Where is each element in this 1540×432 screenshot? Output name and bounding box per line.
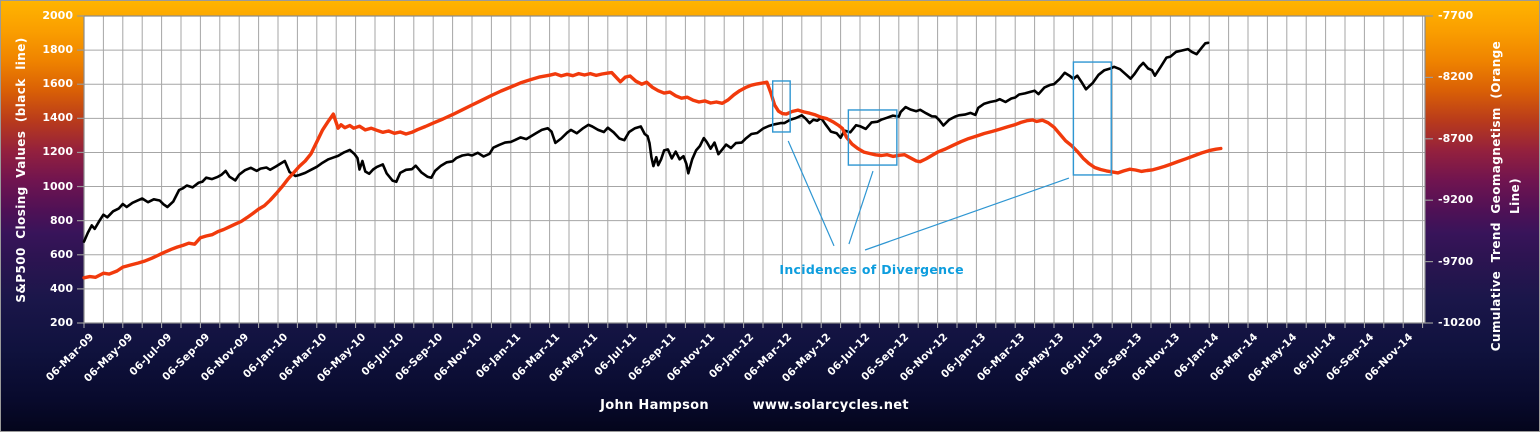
right-axis-tick-label: -10200 <box>1438 316 1481 329</box>
footer-site: www.solarcycles.net <box>752 398 909 413</box>
right-axis-tick-label: -8200 <box>1438 70 1474 84</box>
left-axis-tick-label: 2000 <box>42 9 73 22</box>
right-axis-title: Cumulative Trend Geomagnetism (Orange Li… <box>1487 1 1525 416</box>
right-axis-tick-label: -7700 <box>1438 9 1474 22</box>
left-axis-tick-label: 1000 <box>42 179 73 193</box>
right-axis-tick-label: -8700 <box>1438 131 1474 145</box>
divergence-callout-line <box>848 170 874 245</box>
left-axis-tick-label: 1400 <box>42 111 73 125</box>
sp500-line <box>82 41 1210 243</box>
divergence-rect <box>847 109 898 166</box>
left-axis-tick-label: 200 <box>50 316 73 329</box>
plot-area <box>84 16 1425 323</box>
plot-border <box>83 15 1426 324</box>
left-axis-tick-label: 1200 <box>42 145 73 159</box>
geomagnetism-line <box>82 70 1223 280</box>
left-axis-tick-label: 1600 <box>42 77 73 91</box>
left-axis-tick-label: 800 <box>50 213 73 227</box>
divergence-rect <box>1072 61 1112 176</box>
left-axis-tick-label: 400 <box>50 281 73 295</box>
divergence-rect <box>772 80 791 133</box>
footer: John Hampson www.solarcycles.net <box>84 398 1425 413</box>
right-axis-tick-label: -9700 <box>1438 254 1474 268</box>
divergence-callout-line <box>787 140 835 247</box>
right-axis-title-line1: Cumulative Trend Geomagnetism (Orange <box>1489 40 1503 352</box>
right-axis-tick-label: -9200 <box>1438 193 1474 207</box>
footer-author: John Hampson <box>600 398 709 413</box>
divergence-callout-line <box>864 177 1070 251</box>
left-axis-tick-label: 600 <box>50 247 73 261</box>
left-axis-tick-label: 1800 <box>42 43 73 57</box>
right-axis-title-line2: Line) <box>1508 178 1522 214</box>
divergence-annotation-label: Incidences of Divergence <box>779 261 964 277</box>
